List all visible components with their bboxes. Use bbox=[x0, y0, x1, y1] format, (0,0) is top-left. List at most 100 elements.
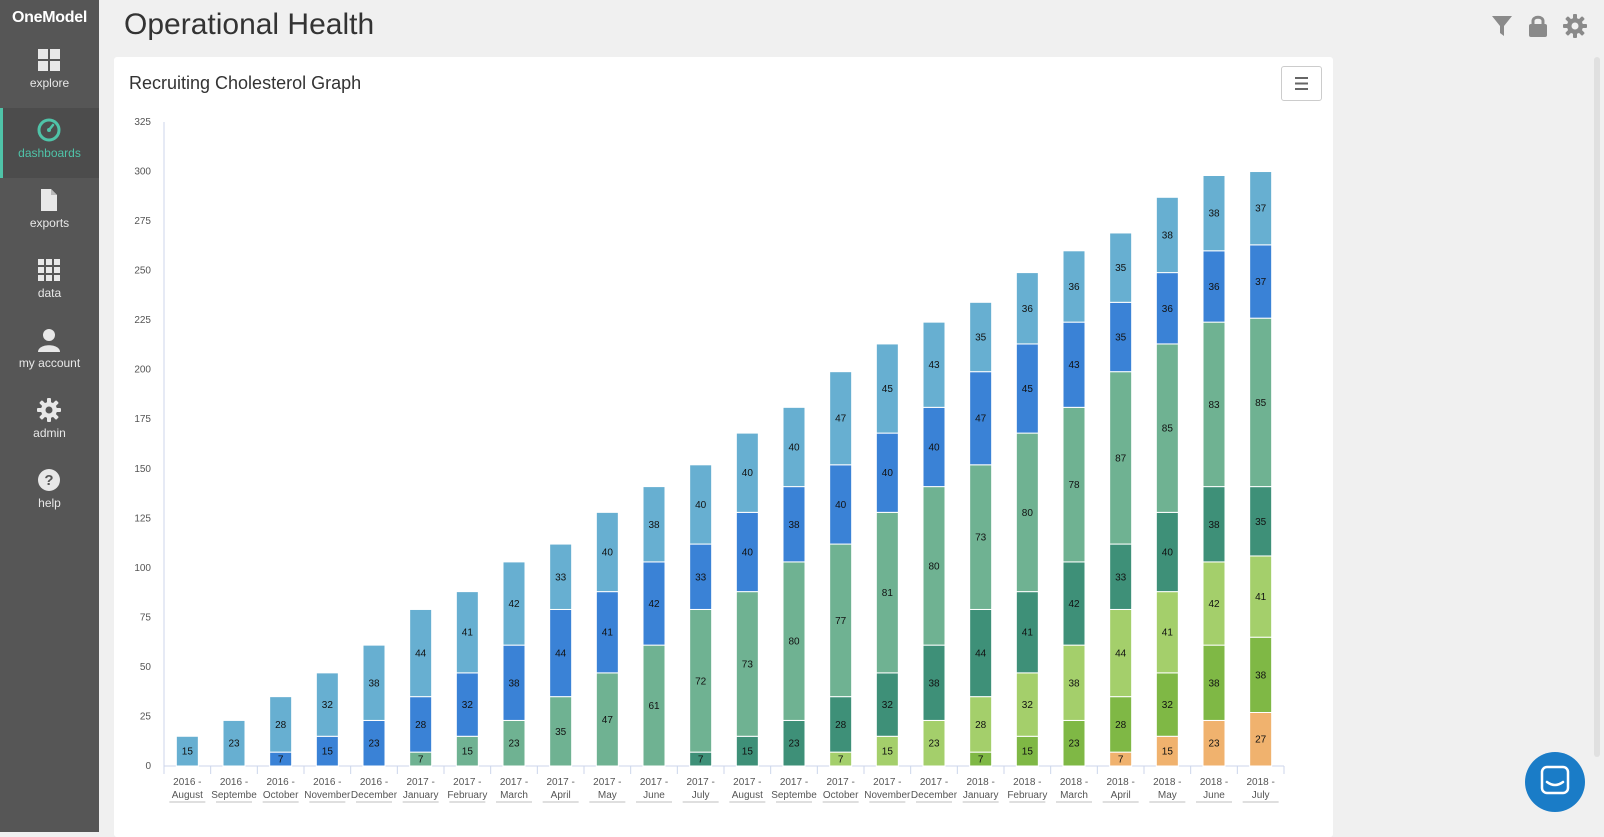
x-tick-label: Septembe bbox=[771, 790, 817, 801]
bar-segment bbox=[549, 543, 573, 610]
x-tick-label: October bbox=[263, 790, 299, 801]
y-tick-label: 325 bbox=[134, 117, 151, 128]
data-label: 80 bbox=[928, 561, 940, 572]
x-tick-label: 2017 - bbox=[406, 777, 434, 788]
data-label: 38 bbox=[1255, 670, 1267, 681]
data-label: 7 bbox=[978, 755, 984, 766]
bar-segment bbox=[502, 561, 526, 646]
y-tick-label: 0 bbox=[145, 761, 151, 772]
data-label: 7 bbox=[838, 755, 844, 766]
data-label: 15 bbox=[462, 747, 474, 758]
data-label: 7 bbox=[278, 755, 284, 766]
data-label: 23 bbox=[788, 739, 800, 750]
y-tick-label: 200 bbox=[134, 365, 151, 376]
page-title: Operational Health bbox=[124, 8, 375, 41]
y-tick-label: 50 bbox=[140, 662, 152, 673]
bar-segment bbox=[735, 432, 759, 513]
data-label: 15 bbox=[322, 747, 334, 758]
data-label: 40 bbox=[742, 468, 754, 479]
lock-icon[interactable] bbox=[1526, 14, 1550, 38]
data-label: 23 bbox=[228, 739, 240, 750]
x-tick-label: March bbox=[1060, 790, 1088, 801]
data-label: 27 bbox=[1255, 735, 1267, 746]
chart-card: Recruiting Cholesterol Graph 0 25 50 75 100 1… bbox=[114, 57, 1333, 837]
data-label: 35 bbox=[1115, 332, 1127, 343]
sidebar-item-my-account[interactable]: my account bbox=[0, 318, 99, 388]
sidebar-item-data[interactable]: data bbox=[0, 248, 99, 318]
data-label: 28 bbox=[415, 720, 427, 731]
bar-segment bbox=[642, 486, 666, 563]
x-tick-label: December bbox=[911, 790, 958, 801]
data-label: 28 bbox=[835, 720, 847, 731]
x-tick-label: 2017 - bbox=[873, 777, 901, 788]
data-label: 41 bbox=[462, 628, 474, 639]
bar-segment bbox=[315, 672, 339, 737]
y-tick-label: 300 bbox=[134, 167, 151, 178]
data-label: 40 bbox=[835, 500, 847, 511]
x-tick-label: February bbox=[447, 790, 487, 801]
chat-launcher-button[interactable] bbox=[1525, 752, 1585, 812]
y-tick-label: 225 bbox=[134, 315, 151, 326]
data-label: 38 bbox=[1162, 230, 1174, 241]
question-icon: ? bbox=[38, 469, 60, 491]
x-tick-label: 2016 - bbox=[220, 777, 248, 788]
scrollbar[interactable] bbox=[1594, 57, 1600, 757]
x-tick-label: March bbox=[500, 790, 528, 801]
apps-grid-icon bbox=[38, 259, 60, 281]
x-tick-label: 2016 - bbox=[266, 777, 294, 788]
y-tick-label: 125 bbox=[134, 513, 151, 524]
sidebar-item-exports[interactable]: exports bbox=[0, 178, 99, 248]
data-label: 40 bbox=[928, 442, 940, 453]
data-label: 42 bbox=[508, 599, 520, 610]
chart-menu-button[interactable] bbox=[1281, 66, 1322, 101]
filter-icon[interactable] bbox=[1490, 14, 1514, 38]
data-label: 40 bbox=[788, 442, 800, 453]
data-label: 41 bbox=[1162, 628, 1174, 639]
data-label: 43 bbox=[1068, 360, 1080, 371]
bar-segment bbox=[409, 608, 433, 698]
bar-segment bbox=[1062, 250, 1086, 323]
x-tick-label: 2018 - bbox=[1106, 777, 1134, 788]
gear-icon[interactable] bbox=[1563, 14, 1587, 38]
data-label: 83 bbox=[1208, 400, 1220, 411]
x-tick-label: May bbox=[1158, 790, 1177, 801]
data-label: 38 bbox=[1208, 209, 1220, 220]
chat-icon bbox=[1540, 765, 1570, 795]
x-tick-label: July bbox=[692, 790, 710, 801]
bar-segment bbox=[1155, 196, 1179, 274]
x-tick-label: 2017 - bbox=[826, 777, 854, 788]
x-tick-label: June bbox=[643, 790, 665, 801]
data-label: 44 bbox=[555, 649, 567, 660]
data-label: 36 bbox=[1162, 304, 1174, 315]
sidebar-item-label: help bbox=[38, 496, 61, 510]
data-label: 44 bbox=[415, 649, 427, 660]
data-label: 33 bbox=[1115, 572, 1127, 583]
data-label: 47 bbox=[975, 414, 987, 425]
data-label: 23 bbox=[1068, 739, 1080, 750]
sidebar-item-dashboards[interactable]: dashboards bbox=[0, 108, 99, 178]
x-tick-label: January bbox=[963, 790, 999, 801]
data-label: 41 bbox=[602, 628, 614, 639]
data-label: 85 bbox=[1255, 398, 1267, 409]
x-tick-label: 2018 - bbox=[1013, 777, 1041, 788]
sidebar-item-admin[interactable]: admin bbox=[0, 388, 99, 458]
bar-segment bbox=[595, 511, 619, 593]
bar-segment bbox=[922, 321, 946, 408]
data-label: 32 bbox=[322, 700, 334, 711]
sidebar-item-label: dashboards bbox=[18, 146, 81, 160]
sidebar-item-explore[interactable]: explore bbox=[0, 38, 99, 108]
x-tick-label: 2018 - bbox=[1060, 777, 1088, 788]
data-label: 38 bbox=[508, 678, 520, 689]
y-tick-label: 275 bbox=[134, 216, 151, 227]
bar-segment bbox=[175, 735, 199, 767]
bar-segment bbox=[222, 719, 246, 767]
data-label: 47 bbox=[602, 715, 614, 726]
x-tick-label: 2017 - bbox=[640, 777, 668, 788]
x-tick-label: 2017 - bbox=[780, 777, 808, 788]
data-label: 78 bbox=[1068, 480, 1080, 491]
data-label: 7 bbox=[698, 755, 704, 766]
data-label: 40 bbox=[695, 500, 707, 511]
data-label: 85 bbox=[1162, 424, 1174, 435]
bar-segment bbox=[1109, 232, 1133, 303]
sidebar-item-help[interactable]: ? help bbox=[0, 458, 99, 528]
